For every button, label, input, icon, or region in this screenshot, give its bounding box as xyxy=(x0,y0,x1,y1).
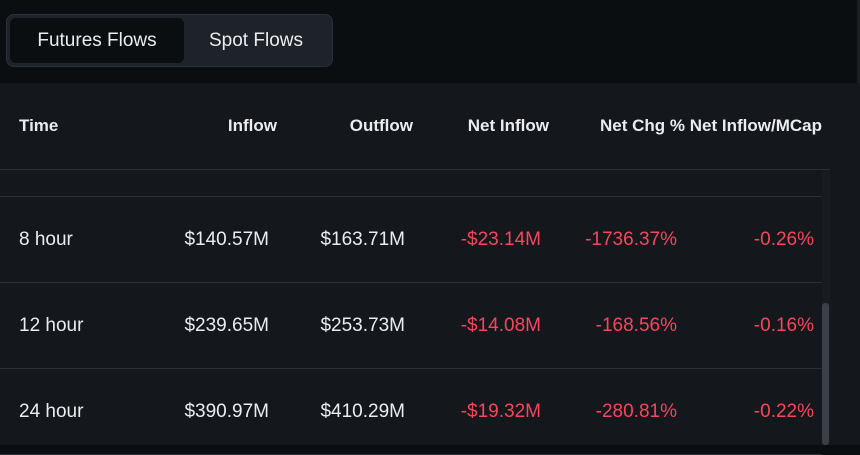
header-net-inflow-mcap: Net Inflow/MCap xyxy=(689,116,822,135)
table-row: 12 hour $239.65M $253.73M -$14.08M -168.… xyxy=(0,283,822,369)
header-outflow: Outflow xyxy=(349,116,413,135)
table-header: Time Inflow Outflow Net Inflow Net Chg %… xyxy=(0,83,830,170)
header-net-inflow: Net Inflow xyxy=(467,116,549,135)
cell-outflow: $163.71M xyxy=(320,228,405,250)
flows-table: Time Inflow Outflow Net Inflow Net Chg %… xyxy=(0,83,860,455)
table-row-spacer xyxy=(0,170,822,197)
tab-spot-flows[interactable]: Spot Flows xyxy=(209,29,303,51)
header-time: Time xyxy=(19,116,59,135)
cell-inflow: $140.57M xyxy=(184,228,269,250)
cell-time: 8 hour xyxy=(19,228,73,250)
cell-net-inflow-mcap: -0.26% xyxy=(753,228,814,250)
flow-tabs: Futures Flows Spot Flows xyxy=(6,14,333,67)
cell-net-inflow-mcap: -0.22% xyxy=(753,400,814,422)
table-row: 8 hour $140.57M $163.71M -$23.14M -1736.… xyxy=(0,197,822,283)
table-row: 24 hour $390.97M $410.29M -$19.32M -280.… xyxy=(0,369,822,455)
cell-outflow: $253.73M xyxy=(320,314,405,336)
cell-time: 24 hour xyxy=(19,400,84,422)
cell-net-chg: -168.56% xyxy=(595,314,677,336)
cell-time: 12 hour xyxy=(19,314,84,336)
cell-outflow: $410.29M xyxy=(320,400,405,422)
tab-futures-flows[interactable]: Futures Flows xyxy=(10,18,184,63)
cell-net-inflow: -$14.08M xyxy=(460,314,541,336)
cell-inflow: $239.65M xyxy=(184,314,269,336)
header-inflow: Inflow xyxy=(227,116,277,135)
cell-net-chg: -1736.37% xyxy=(585,228,677,250)
cell-net-inflow: -$19.32M xyxy=(460,400,541,422)
cell-net-chg: -280.81% xyxy=(595,400,677,422)
cell-net-inflow: -$23.14M xyxy=(460,228,541,250)
cell-net-inflow-mcap: -0.16% xyxy=(753,314,814,336)
table-scrollbar-thumb[interactable] xyxy=(822,303,829,445)
cell-inflow: $390.97M xyxy=(184,400,269,422)
header-net-chg: Net Chg % xyxy=(600,116,685,135)
